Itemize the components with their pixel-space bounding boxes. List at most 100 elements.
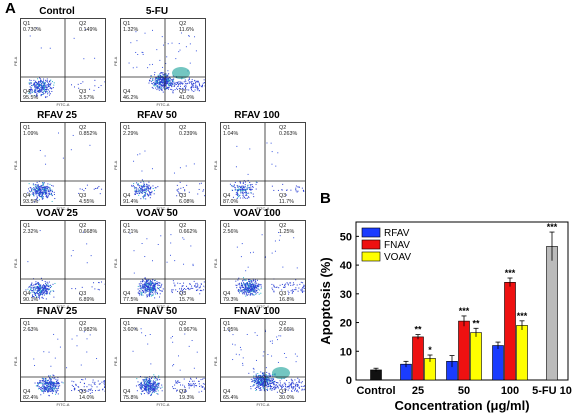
- flow-plot: Q1 0.730% Q2 0.149% Q4 95.5% Q3 3.57%: [20, 18, 106, 102]
- flow-plot: Q1 3.60% Q2 0.967% Q4 75.8% Q3 19.3%: [120, 318, 206, 402]
- y-axis-label: PE-A: [113, 258, 118, 268]
- bar-voav: [470, 332, 482, 381]
- quadrant-label: Q4: [123, 193, 131, 199]
- x-axis-label: FITC-A: [56, 304, 70, 309]
- y-axis-label: PE-A: [13, 56, 18, 66]
- quadrant-label: Q2: [79, 321, 87, 327]
- scatter-dots: [121, 221, 205, 303]
- x-tick-label: 50: [458, 385, 470, 397]
- x-axis-label: FITC-A: [156, 206, 170, 211]
- quadrant-label: Q2: [179, 21, 187, 27]
- fu-bar: [546, 246, 558, 381]
- y-tick-label: 50: [340, 231, 352, 243]
- quadrant-label: Q4: [223, 291, 231, 297]
- quadrant-label: Q1: [23, 21, 31, 27]
- quadrant-percent: 2.63%: [23, 327, 39, 333]
- flow-plot: Q1 1.04% Q2 0.263% Q4 87.0% Q3 11.7%: [220, 122, 306, 206]
- significance-stars: ***: [547, 222, 558, 232]
- y-axis-label: PE-A: [13, 356, 18, 366]
- quadrant-label: Q4: [123, 291, 131, 297]
- quadrant-percent: 15.7%: [179, 297, 195, 303]
- x-axis-label: FITC-A: [56, 206, 70, 211]
- quadrant-percent: 87.0%: [223, 199, 239, 205]
- quadrant-label: Q2: [179, 223, 187, 229]
- x-axis-label: FITC-A: [156, 304, 170, 309]
- scatter-dots: [221, 319, 305, 401]
- quadrant-label: Q1: [123, 125, 131, 131]
- quadrant-percent: 4.55%: [79, 199, 95, 205]
- quadrant-percent: 91.4%: [123, 199, 139, 205]
- quadrant-percent: 1.25%: [279, 229, 295, 235]
- flow-plot: Q1 1.32% Q2 11.6% Q4 46.2% Q3 41.0%: [120, 18, 206, 102]
- quadrant-percent: 2.56%: [223, 229, 239, 235]
- quadrant-percent: 0.852%: [79, 131, 98, 137]
- quadrant-label: Q3: [179, 89, 187, 95]
- quadrant-percent: 2.32%: [23, 229, 39, 235]
- quadrant-label: Q3: [79, 389, 87, 395]
- scatter-dots: [121, 319, 205, 401]
- quadrant-percent: 3.57%: [79, 95, 95, 101]
- quadrant-label: Q2: [279, 125, 287, 131]
- legend-label: VOAV: [384, 252, 411, 263]
- flow-plot-title: RFAV 100: [234, 110, 280, 121]
- x-axis-label: FITC-A: [156, 102, 170, 107]
- flow-plot-title: FNAV 25: [36, 306, 78, 317]
- quadrant-percent: 65.4%: [223, 395, 239, 401]
- quadrant-percent: 6.21%: [123, 229, 139, 235]
- quadrant-percent: 95.5%: [23, 95, 39, 101]
- quadrant-percent: 16.8%: [279, 297, 295, 303]
- flow-plot-title: VOAV 50: [136, 208, 178, 219]
- quadrant-percent: 0.668%: [79, 229, 98, 235]
- quadrant-percent: 77.5%: [123, 297, 139, 303]
- flow-plot-title: VOAV 25: [36, 208, 78, 219]
- quadrant-label: Q1: [23, 223, 31, 229]
- y-axis-label: PE-A: [113, 160, 118, 170]
- flow-plot: Q1 1.09% Q2 0.852% Q4 93.5% Q3 4.55%: [20, 122, 106, 206]
- quadrant-label: Q3: [179, 193, 187, 199]
- quadrant-label: Q3: [79, 193, 87, 199]
- significance-stars: **: [414, 325, 422, 335]
- flow-plot: Q1 2.29% Q2 0.239% Q4 91.4% Q3 6.08%: [120, 122, 206, 206]
- quadrant-label: Q3: [79, 291, 87, 297]
- y-tick-label: 40: [340, 260, 352, 272]
- quadrant-label: Q1: [23, 321, 31, 327]
- quadrant-percent: 2.66%: [279, 327, 295, 333]
- quadrant-percent: 0.730%: [23, 27, 42, 33]
- flow-plot-title: Control: [39, 6, 75, 17]
- quadrant-label: Q2: [279, 321, 287, 327]
- quadrant-percent: 3.60%: [123, 327, 139, 333]
- scatter-dots: [121, 123, 205, 205]
- significance-stars: ***: [517, 311, 528, 321]
- quadrant-percent: 41.0%: [179, 95, 195, 101]
- quadrant-percent: 46.2%: [123, 95, 139, 101]
- flow-plot-title: FNAV 50: [136, 306, 178, 317]
- y-axis-label: PE-A: [13, 258, 18, 268]
- scatter-dots: [21, 123, 105, 205]
- quadrant-percent: 6.08%: [179, 199, 195, 205]
- quadrant-label: Q3: [179, 389, 187, 395]
- x-axis-label: FITC-A: [156, 402, 170, 407]
- quadrant-percent: 1.32%: [123, 27, 139, 33]
- quadrant-label: Q2: [79, 21, 87, 27]
- scatter-dots: [21, 19, 105, 101]
- quadrant-percent: 75.8%: [123, 395, 139, 401]
- y-axis-label: PE-A: [113, 56, 118, 66]
- bar-fnav: [458, 320, 470, 381]
- significance-stars: **: [472, 318, 480, 328]
- y-axis-label: PE-A: [213, 356, 218, 366]
- flow-plot-title: VOAV 100: [233, 208, 281, 219]
- legend-swatch: [361, 227, 381, 238]
- scatter-dots: [21, 221, 105, 303]
- quadrant-percent: 82.4%: [23, 395, 39, 401]
- quadrant-percent: 93.5%: [23, 199, 39, 205]
- y-tick-label: 30: [340, 289, 352, 301]
- quadrant-label: Q4: [23, 89, 31, 95]
- flow-plot-title: RFAV 25: [37, 110, 77, 121]
- flow-plot-title: FNAV 100: [234, 306, 280, 317]
- flow-plot-title: RFAV 50: [137, 110, 177, 121]
- legend-swatch: [361, 239, 381, 250]
- bar-rfav: [492, 345, 504, 381]
- quadrant-percent: 0.967%: [179, 327, 198, 333]
- x-axis-title: Concentration (μg/ml): [394, 398, 529, 413]
